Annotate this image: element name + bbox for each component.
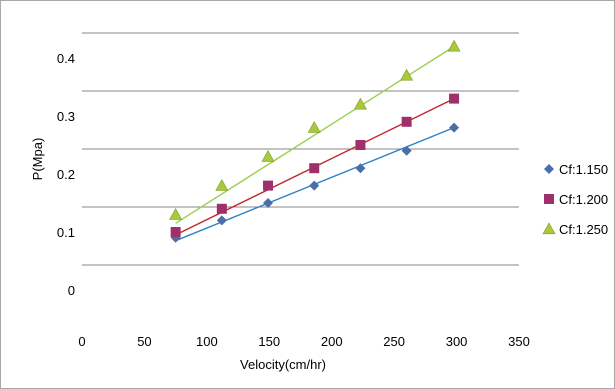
- x-tick-label: 200: [321, 334, 343, 349]
- series-1-point: [355, 163, 366, 174]
- legend-marker-2: [544, 194, 554, 204]
- series-1-point: [216, 215, 227, 226]
- series-3-point: [215, 178, 229, 191]
- series-2-point: [170, 227, 181, 237]
- x-tick-label: 250: [383, 334, 405, 349]
- series-3-point: [307, 120, 321, 133]
- series-2-point: [263, 180, 274, 191]
- series-2-point: [309, 163, 320, 174]
- series-1-point: [401, 145, 412, 156]
- x-tick-label: 100: [196, 334, 218, 349]
- series-3-point: [169, 207, 183, 220]
- x-tick-label: 0: [78, 334, 85, 349]
- x-tick-label: 300: [446, 334, 468, 349]
- data-points: [169, 39, 461, 243]
- legend-label-2: Cf:1.200: [559, 192, 608, 207]
- y-tick-label: 0.4: [57, 51, 75, 66]
- legend-marker-3: [542, 222, 556, 235]
- y-tick-label: 0.1: [57, 225, 75, 240]
- y-tick-label: 0.2: [57, 167, 75, 182]
- gridlines: [82, 32, 519, 266]
- series-3-point: [353, 97, 367, 110]
- series-2-point: [216, 203, 227, 214]
- series-2-point: [355, 140, 366, 150]
- legend-marker-1: [544, 164, 554, 174]
- y-tick-label: 0.3: [57, 109, 75, 124]
- series-2-point: [449, 93, 460, 104]
- series-1-point: [263, 198, 274, 208]
- series-2-point: [401, 116, 412, 127]
- x-axis-title: Velocity(cm/hr): [240, 357, 326, 372]
- y-axis-ticks: 0.4 0.3 0.2 0.1 0: [57, 51, 75, 298]
- legend-label-1: Cf:1.150: [559, 162, 608, 177]
- x-tick-label: 50: [137, 334, 151, 349]
- x-tick-label: 350: [508, 334, 530, 349]
- legend-label-3: Cf:1.250: [559, 222, 608, 237]
- series-3-point: [447, 39, 461, 52]
- y-tick-label: 0: [68, 283, 75, 298]
- x-axis-ticks: 0 50 100 150 200 250 300 350: [78, 334, 529, 349]
- legend: Cf:1.150 Cf:1.200 Cf:1.250: [542, 162, 608, 237]
- x-tick-label: 150: [258, 334, 280, 349]
- series-1-point: [309, 180, 320, 191]
- series-3-point: [261, 149, 275, 162]
- series-3-point: [400, 68, 414, 81]
- trend-line-3: [175, 45, 455, 224]
- y-axis-title: P(Mpa): [30, 138, 45, 181]
- series-1-point: [449, 122, 460, 133]
